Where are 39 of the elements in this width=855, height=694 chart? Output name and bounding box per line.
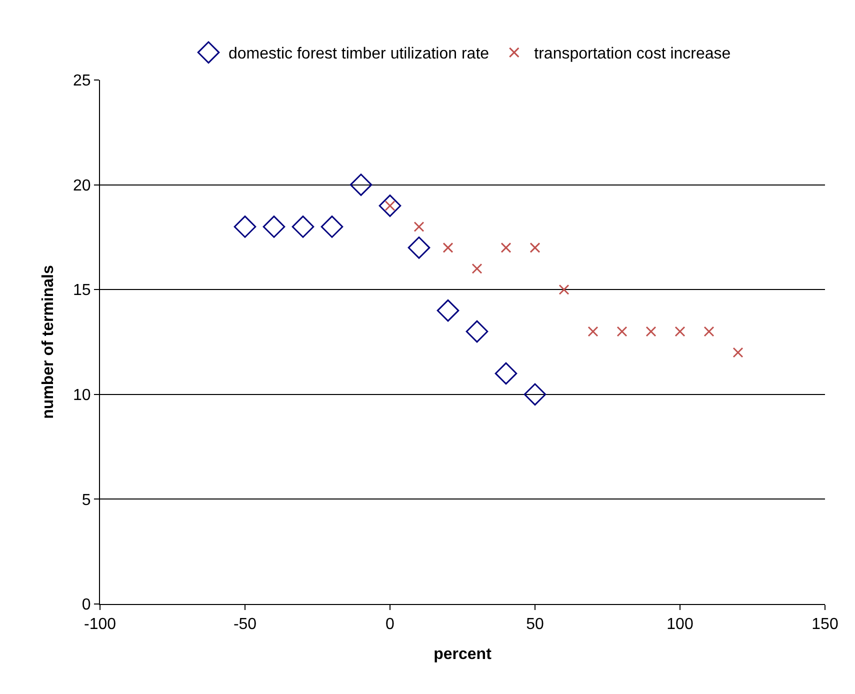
- point: [442, 242, 454, 253]
- x-tick-label: -100: [84, 616, 116, 634]
- point: [494, 362, 518, 385]
- point: [414, 221, 424, 232]
- point: [674, 326, 686, 337]
- x-tick-label: 50: [526, 616, 544, 634]
- point: [466, 320, 488, 343]
- point: [320, 216, 344, 238]
- y-tick-label: 15: [73, 282, 91, 300]
- point: [436, 299, 460, 322]
- point: [646, 326, 656, 337]
- point: [262, 216, 286, 238]
- y-tick-label: 5: [82, 492, 91, 509]
- point: [588, 326, 598, 337]
- point: [472, 263, 482, 274]
- x-tick-label: 100: [666, 616, 694, 634]
- x-tick-label: 150: [812, 616, 838, 634]
- point: [292, 216, 314, 238]
- y-tick-label: 25: [73, 72, 91, 90]
- point: [378, 194, 402, 217]
- y-tick-label: 0: [82, 596, 91, 614]
- y-axis-title: number of terminals: [40, 265, 57, 419]
- point: [732, 347, 744, 358]
- point: [530, 242, 540, 253]
- x-axis-title: percent: [434, 646, 492, 663]
- point: [558, 284, 570, 295]
- y-tick-label: 10: [73, 387, 91, 404]
- point: [234, 216, 256, 238]
- point: [704, 326, 714, 337]
- point: [408, 236, 430, 259]
- legend-label: transportation cost increase: [534, 46, 731, 63]
- point: [350, 174, 372, 196]
- point: [500, 242, 512, 253]
- x-tick-label: -50: [233, 616, 257, 634]
- point: [616, 326, 628, 337]
- point: [524, 383, 546, 406]
- x-tick-label: 0: [386, 616, 395, 634]
- y-tick-label: 20: [73, 177, 91, 194]
- legend-label: domestic forest timber utilization rate: [228, 46, 490, 63]
